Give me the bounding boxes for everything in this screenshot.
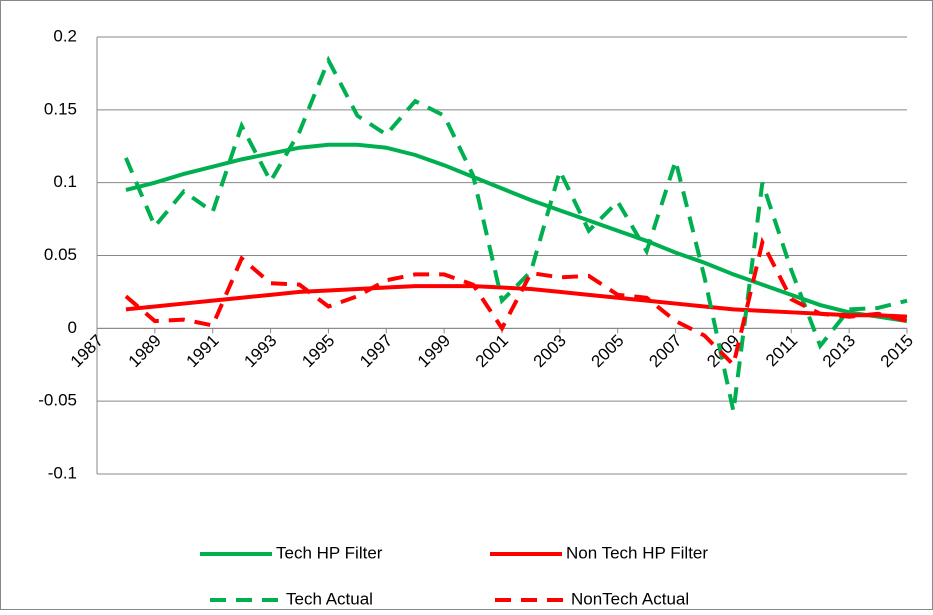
legend-label: Non Tech HP Filter	[566, 543, 708, 562]
y-tick-label: 0.15	[44, 99, 77, 118]
series-line	[124, 236, 908, 369]
series-line	[125, 142, 908, 324]
y-tick-label: -0.1	[48, 463, 77, 482]
legend-label: NonTech Actual	[571, 589, 689, 608]
y-tick-label: 0.05	[44, 245, 77, 264]
y-tick-label: 0.2	[53, 26, 77, 45]
legend-label: Tech Actual	[286, 589, 373, 608]
y-tick-label: 0	[68, 318, 77, 337]
y-tick-label: 0.1	[53, 172, 77, 191]
series-line	[124, 55, 908, 412]
legend-label: Tech HP Filter	[276, 543, 383, 562]
y-tick-label: -0.05	[38, 391, 77, 410]
series-line	[125, 284, 908, 319]
